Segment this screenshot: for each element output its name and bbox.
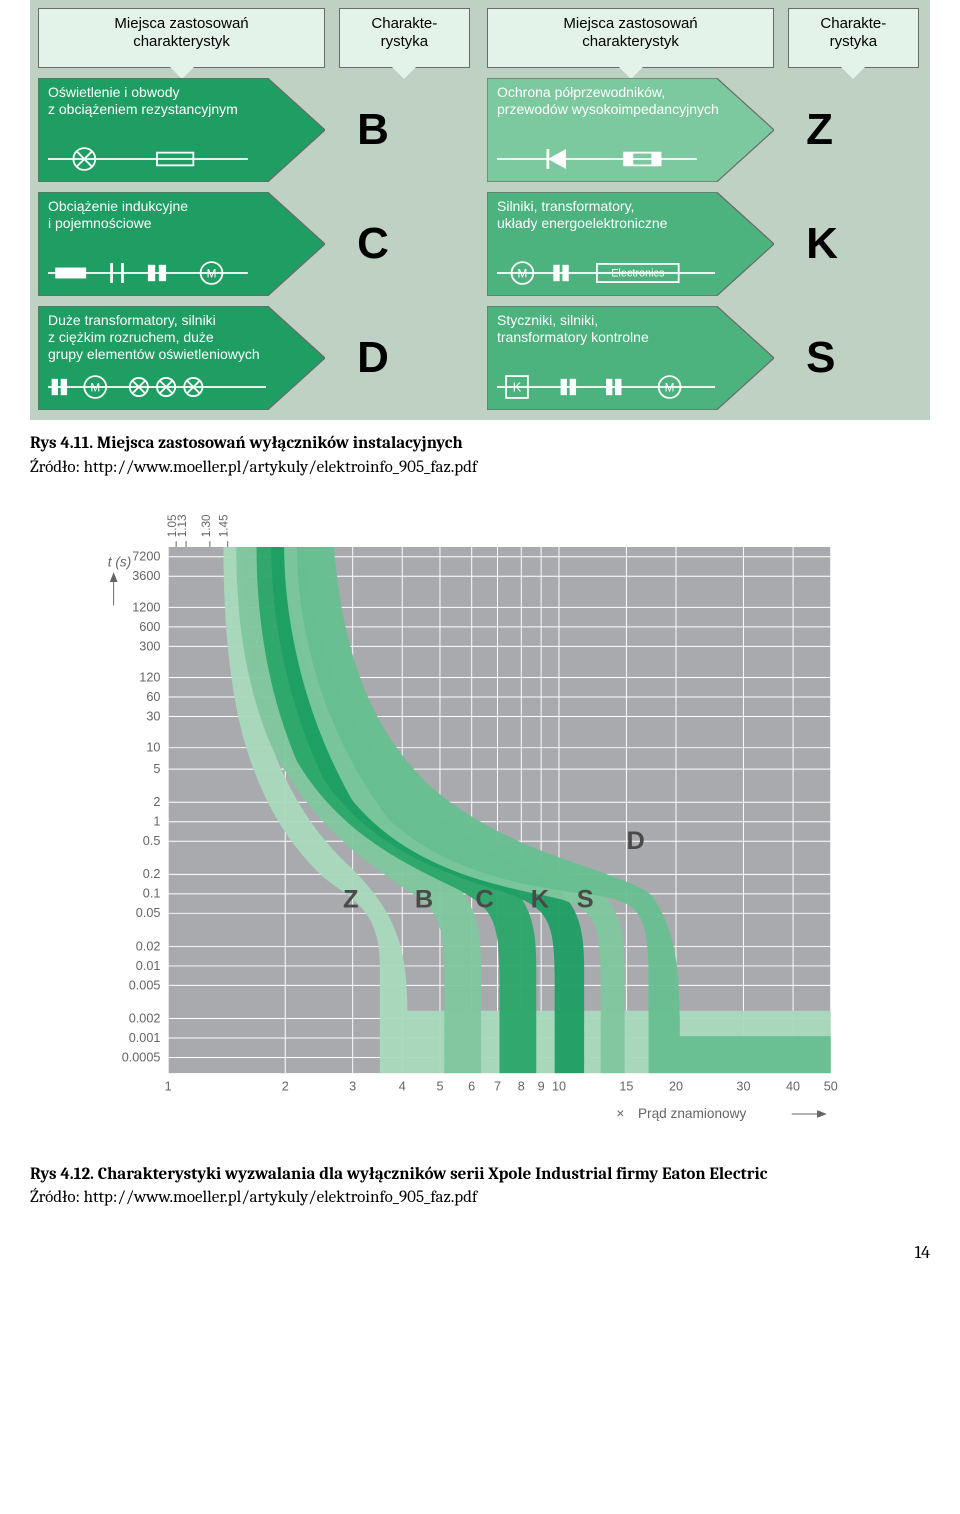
applications-figure: Miejsca zastosowańcharakterystyk Charakt… bbox=[30, 0, 930, 420]
svg-text:8: 8 bbox=[518, 1079, 525, 1093]
svg-text:× Prąd znamionowy: × Prąd znamionowy bbox=[616, 1106, 746, 1121]
svg-text:3: 3 bbox=[349, 1079, 356, 1093]
characteristic-letter: B bbox=[337, 105, 468, 155]
characteristic-letter: C bbox=[337, 219, 468, 269]
app-arrow: Silniki, transformatory,układy energoele… bbox=[487, 192, 774, 296]
svg-text:0.005: 0.005 bbox=[129, 978, 161, 992]
svg-text:60: 60 bbox=[146, 690, 160, 704]
svg-text:M: M bbox=[665, 381, 675, 395]
svg-text:20: 20 bbox=[669, 1079, 683, 1093]
characteristic-letter: S bbox=[786, 333, 917, 383]
caption2-title: Charakterystyki wyzwalania dla wyłącznik… bbox=[98, 1165, 768, 1184]
svg-text:K: K bbox=[513, 380, 522, 395]
header-app: Miejsca zastosowańcharakterystyk bbox=[487, 8, 774, 68]
svg-text:0.1: 0.1 bbox=[143, 886, 161, 900]
svg-text:2: 2 bbox=[153, 795, 160, 809]
svg-text:5: 5 bbox=[153, 762, 160, 776]
app-arrow: Obciążenie indukcyjnei pojemnościowe M bbox=[38, 192, 325, 296]
right-column: Miejsca zastosowańcharakterystyk Charakt… bbox=[487, 8, 922, 410]
svg-text:9: 9 bbox=[538, 1079, 545, 1093]
svg-text:7: 7 bbox=[494, 1079, 501, 1093]
caption2-src-prefix: Źródło: bbox=[30, 1188, 84, 1207]
svg-text:1: 1 bbox=[165, 1079, 172, 1093]
svg-text:30: 30 bbox=[736, 1079, 750, 1093]
svg-text:50: 50 bbox=[824, 1079, 838, 1093]
app-arrow: Oświetlenie i obwodyz obciążeniem rezyst… bbox=[38, 78, 325, 182]
app-row: Ochrona półprzewodników,przewodów wysoko… bbox=[487, 78, 922, 182]
app-row: Oświetlenie i obwodyz obciążeniem rezyst… bbox=[38, 78, 473, 182]
app-row: Silniki, transformatory,układy energoele… bbox=[487, 192, 922, 296]
svg-text:1.05: 1.05 bbox=[166, 514, 179, 537]
svg-text:S: S bbox=[577, 885, 594, 913]
right-headers: Miejsca zastosowańcharakterystyk Charakt… bbox=[487, 8, 922, 68]
left-headers: Miejsca zastosowańcharakterystyk Charakt… bbox=[38, 8, 473, 68]
header-char: Charakte-rystyka bbox=[788, 8, 919, 68]
svg-text:B: B bbox=[415, 885, 433, 913]
svg-text:3600: 3600 bbox=[132, 569, 160, 583]
characteristic-letter: K bbox=[786, 219, 917, 269]
app-row: Duże transformatory, silnikiz ciężkim ro… bbox=[38, 306, 473, 410]
header-char: Charakte-rystyka bbox=[339, 8, 470, 68]
svg-text:0.0005: 0.0005 bbox=[122, 1050, 161, 1064]
svg-text:D: D bbox=[626, 827, 644, 855]
svg-text:300: 300 bbox=[139, 639, 160, 653]
svg-text:0.02: 0.02 bbox=[136, 939, 161, 953]
header-app: Miejsca zastosowańcharakterystyk bbox=[38, 8, 325, 68]
svg-text:7200: 7200 bbox=[132, 549, 160, 563]
svg-text:120: 120 bbox=[139, 670, 160, 684]
svg-text:0.001: 0.001 bbox=[129, 1031, 161, 1045]
svg-text:1200: 1200 bbox=[132, 600, 160, 614]
app-arrow: Styczniki, silniki,transformatory kontro… bbox=[487, 306, 774, 410]
caption-fig1: Rys 4.11. Miejsca zastosowań wyłączników… bbox=[30, 432, 930, 480]
svg-text:1.30: 1.30 bbox=[200, 514, 213, 537]
svg-text:0.01: 0.01 bbox=[136, 958, 161, 972]
app-row: Styczniki, silniki,transformatory kontro… bbox=[487, 306, 922, 410]
caption1-src: http://www.moeller.pl/artykuly/elektroin… bbox=[84, 458, 478, 477]
caption2-src: http://www.moeller.pl/artykuly/elektroin… bbox=[84, 1188, 478, 1207]
svg-text:600: 600 bbox=[139, 619, 160, 633]
app-row: Obciążenie indukcyjnei pojemnościowe M C bbox=[38, 192, 473, 296]
svg-text:K: K bbox=[531, 885, 550, 913]
svg-text:30: 30 bbox=[146, 709, 160, 723]
svg-text:Z: Z bbox=[343, 885, 358, 913]
caption1-title: Miejsca zastosowań wyłączników instalacy… bbox=[97, 434, 463, 453]
tripping-curves-chart: t (s)7200360012006003001206030105210.50.… bbox=[100, 508, 860, 1151]
left-column: Miejsca zastosowańcharakterystyk Charakt… bbox=[38, 8, 473, 410]
svg-text:4: 4 bbox=[399, 1079, 406, 1093]
svg-text:0.002: 0.002 bbox=[129, 1011, 161, 1025]
app-arrow: Duże transformatory, silnikiz ciężkim ro… bbox=[38, 306, 325, 410]
svg-text:1.45: 1.45 bbox=[218, 514, 231, 537]
svg-text:0.5: 0.5 bbox=[143, 834, 161, 848]
svg-text:6: 6 bbox=[468, 1079, 475, 1093]
characteristic-letter: D bbox=[337, 333, 468, 383]
caption1-src-prefix: Źródło: bbox=[30, 458, 84, 477]
svg-text:t (s): t (s) bbox=[108, 554, 131, 569]
caption1-label: Rys 4.11. bbox=[30, 434, 93, 453]
characteristic-letter: Z bbox=[786, 105, 917, 155]
svg-text:M: M bbox=[207, 267, 217, 281]
svg-text:M: M bbox=[90, 381, 100, 395]
svg-text:10: 10 bbox=[146, 740, 160, 754]
app-arrow: Ochrona półprzewodników,przewodów wysoko… bbox=[487, 78, 774, 182]
svg-text:M: M bbox=[518, 267, 528, 281]
svg-text:1: 1 bbox=[153, 814, 160, 828]
page-number: 14 bbox=[30, 1242, 930, 1263]
svg-text:15: 15 bbox=[619, 1079, 633, 1093]
caption2-label: Rys 4.12. bbox=[30, 1165, 94, 1184]
svg-text:0.05: 0.05 bbox=[136, 906, 161, 920]
svg-text:Electronics: Electronics bbox=[611, 268, 665, 280]
svg-text:0.2: 0.2 bbox=[143, 867, 161, 881]
caption-fig2: Rys 4.12. Charakterystyki wyzwalania dla… bbox=[30, 1163, 930, 1211]
svg-text:2: 2 bbox=[282, 1079, 289, 1093]
svg-text:40: 40 bbox=[786, 1079, 800, 1093]
svg-text:10: 10 bbox=[552, 1079, 566, 1093]
svg-text:C: C bbox=[476, 885, 494, 913]
svg-text:5: 5 bbox=[436, 1079, 443, 1093]
